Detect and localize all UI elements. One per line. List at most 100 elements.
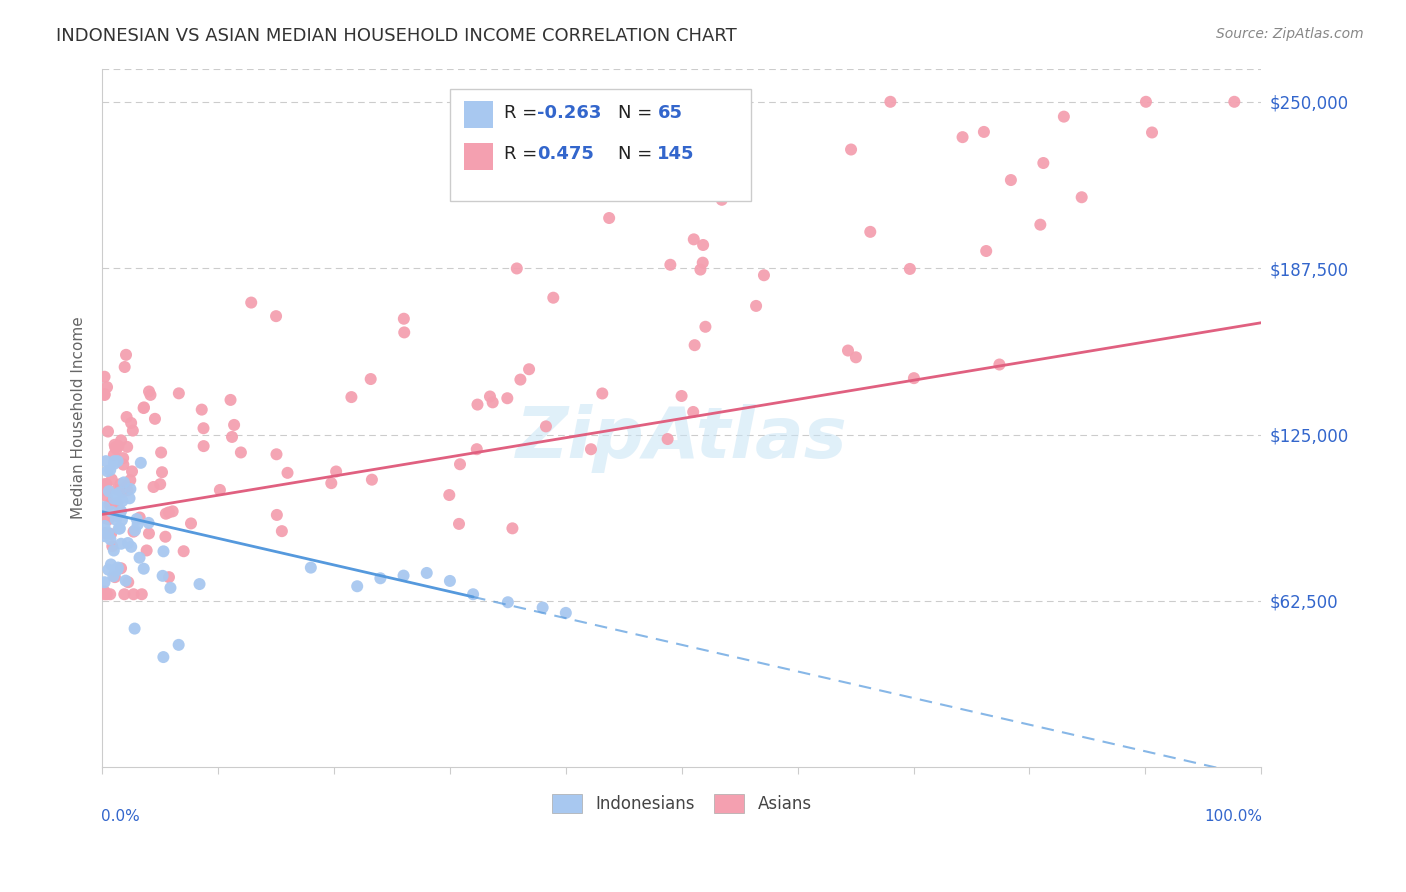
Point xyxy=(105,442,128,457)
Point xyxy=(103,457,125,471)
Point xyxy=(879,95,901,109)
Point xyxy=(659,258,682,272)
Point xyxy=(117,536,139,550)
Text: 65: 65 xyxy=(658,103,682,121)
Point xyxy=(115,410,138,425)
Point xyxy=(107,492,129,507)
Text: Source: ZipAtlas.com: Source: ZipAtlas.com xyxy=(1216,27,1364,41)
Text: INDONESIAN VS ASIAN MEDIAN HOUSEHOLD INCOME CORRELATION CHART: INDONESIAN VS ASIAN MEDIAN HOUSEHOLD INC… xyxy=(56,27,737,45)
Point xyxy=(672,180,695,194)
Text: 100.0%: 100.0% xyxy=(1205,809,1263,824)
Point xyxy=(139,388,162,402)
Point xyxy=(108,521,131,535)
Text: R =: R = xyxy=(505,145,543,163)
Point xyxy=(270,524,292,538)
Point xyxy=(193,421,215,435)
Text: N =: N = xyxy=(619,145,652,163)
Point xyxy=(103,491,125,506)
Point xyxy=(752,268,775,283)
Point xyxy=(110,537,132,551)
Point xyxy=(439,488,461,502)
Point xyxy=(101,539,124,553)
Point xyxy=(93,387,115,401)
Point xyxy=(682,232,704,246)
Point xyxy=(839,143,862,157)
Point xyxy=(120,482,142,496)
Point xyxy=(591,386,613,401)
Point xyxy=(416,566,439,580)
Point xyxy=(509,373,531,387)
Point xyxy=(167,386,190,401)
Point xyxy=(105,483,128,497)
Point xyxy=(110,477,132,491)
Point xyxy=(447,516,470,531)
Point xyxy=(208,483,231,497)
Point xyxy=(104,438,127,452)
Point xyxy=(360,372,382,386)
Point xyxy=(143,412,166,426)
Point xyxy=(96,477,118,491)
Point xyxy=(114,359,136,374)
Y-axis label: Median Household Income: Median Household Income xyxy=(72,317,86,519)
Point xyxy=(105,496,128,510)
Point xyxy=(988,358,1011,372)
Point xyxy=(579,442,602,457)
Point xyxy=(266,508,288,522)
Point xyxy=(108,492,131,507)
Point xyxy=(299,560,322,574)
Point xyxy=(221,430,243,444)
Text: R =: R = xyxy=(505,103,543,121)
Point xyxy=(692,238,714,252)
Point xyxy=(115,440,138,454)
Point xyxy=(97,425,120,439)
Bar xyxy=(450,89,751,202)
Point xyxy=(94,483,117,497)
Point xyxy=(93,587,115,601)
Point xyxy=(1000,173,1022,187)
Text: 0.475: 0.475 xyxy=(537,145,593,163)
Point xyxy=(93,575,115,590)
Point xyxy=(115,480,138,494)
Point xyxy=(150,465,173,479)
Point xyxy=(125,512,148,526)
Point xyxy=(229,445,252,459)
Point xyxy=(138,516,160,530)
Point xyxy=(467,398,489,412)
Point xyxy=(465,442,488,457)
Point xyxy=(461,587,484,601)
Point xyxy=(162,504,184,518)
Point xyxy=(598,211,620,225)
Point xyxy=(110,504,132,518)
Point xyxy=(683,338,706,352)
Point xyxy=(111,485,134,500)
Point xyxy=(370,571,392,585)
Point xyxy=(94,454,117,468)
Point xyxy=(124,524,146,538)
Point xyxy=(107,439,129,453)
Point xyxy=(121,424,143,438)
Point xyxy=(974,244,997,258)
Point xyxy=(122,524,145,539)
Point xyxy=(973,125,995,139)
Point xyxy=(264,309,287,323)
Point xyxy=(104,564,127,578)
Point xyxy=(346,579,368,593)
Point xyxy=(103,543,125,558)
Point xyxy=(111,513,134,527)
Point xyxy=(107,560,129,574)
Point xyxy=(129,456,152,470)
Point xyxy=(180,516,202,531)
Point xyxy=(361,473,384,487)
Point xyxy=(449,457,471,471)
Point xyxy=(104,440,127,454)
Point xyxy=(190,402,212,417)
Legend: Indonesians, Asians: Indonesians, Asians xyxy=(543,786,820,822)
Point xyxy=(517,362,540,376)
Point xyxy=(105,509,128,524)
Point xyxy=(110,504,132,518)
Point xyxy=(193,439,215,453)
Point xyxy=(496,595,519,609)
Point xyxy=(898,261,921,276)
Point xyxy=(120,416,142,430)
Point xyxy=(93,529,115,543)
